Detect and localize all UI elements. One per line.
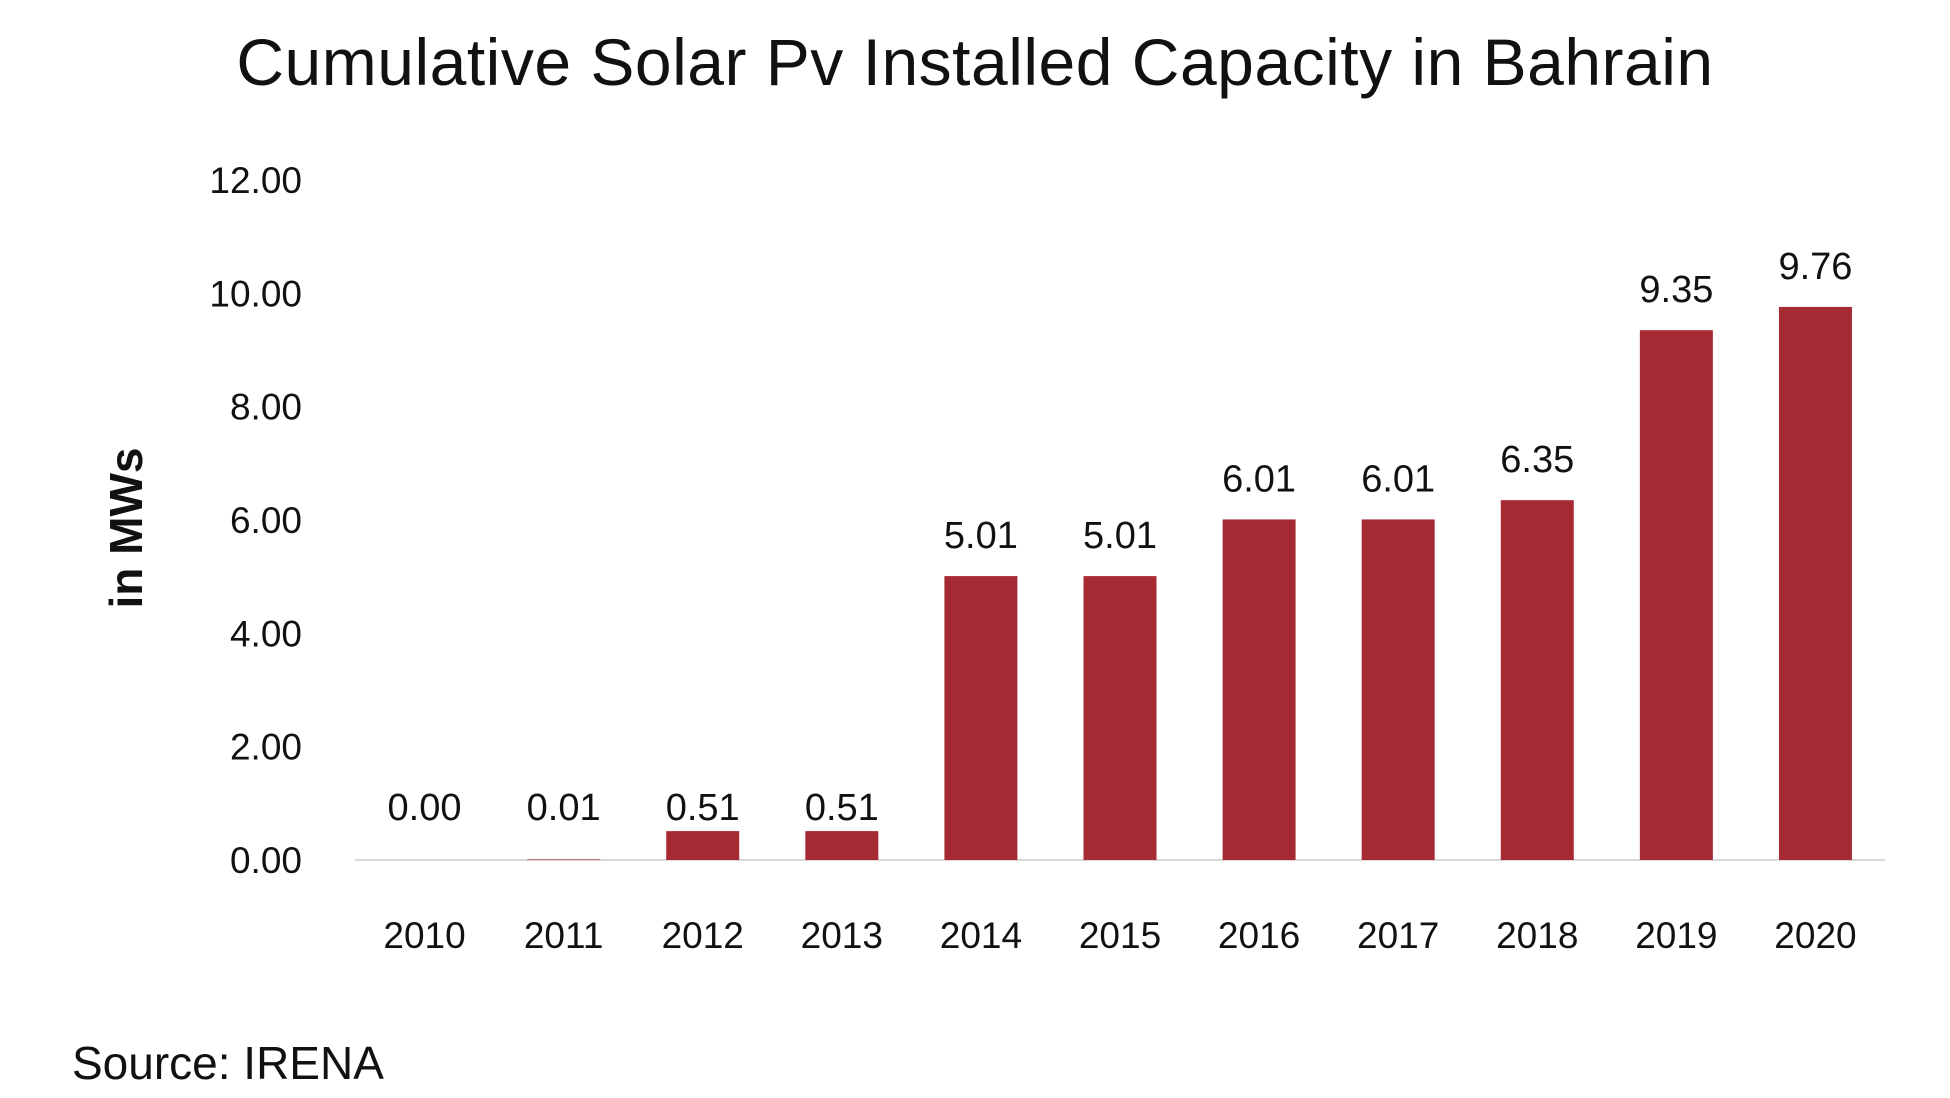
bar-2012 [666,831,740,860]
bar-2017 [1361,519,1435,860]
data-label-2016: 6.01 [1222,458,1296,500]
data-label-2010: 0.00 [388,787,462,829]
y-tick-label: 6.00 [230,500,302,541]
bar-2011 [527,859,601,860]
data-label-2014: 5.01 [944,515,1018,557]
data-labels-group: 0.00 0.01 0.51 0.51 5.01 5.01 6.01 6.01 6.35 9.35… [388,246,1853,829]
bar-2015 [1083,576,1157,860]
x-tick-label-2014: 2014 [940,915,1022,956]
bar-2020 [1778,306,1852,860]
y-tick-label: 12.00 [209,160,302,201]
source-note: Source: IRENA [72,1037,384,1089]
x-tick-label-2017: 2017 [1357,915,1439,956]
data-label-2019: 9.35 [1639,269,1713,311]
y-tick-label: 4.00 [230,613,302,654]
x-tick-label-2015: 2015 [1079,915,1161,956]
bar-2014 [944,576,1018,860]
x-tick-label-2016: 2016 [1218,915,1300,956]
bar-2019 [1639,330,1713,861]
y-axis-ticks: 0.00 2.00 4.00 6.00 8.00 10.00 12.00 [209,160,302,881]
x-tick-label-2010: 2010 [383,915,465,956]
data-label-2015: 5.01 [1083,515,1157,557]
y-axis-title: in MWs [100,448,152,609]
bar-2013 [805,831,879,860]
bars-group [527,306,1852,861]
bar-2016 [1222,519,1296,860]
bar-2018 [1500,500,1574,860]
x-axis-ticks: 2010 2011 2012 2013 2014 2015 2016 2017 2018 2019… [383,915,1856,956]
chart-title: Cumulative Solar Pv Installed Capacity i… [236,25,1714,99]
data-label-2020: 9.76 [1778,246,1852,288]
data-label-2018: 6.35 [1500,439,1574,481]
y-tick-label: 10.00 [209,273,302,314]
y-axis-title-group: in MWs [100,448,152,609]
y-tick-label: 8.00 [230,387,302,428]
data-label-2017: 6.01 [1361,458,1435,500]
x-tick-label-2013: 2013 [801,915,883,956]
x-tick-label-2019: 2019 [1635,915,1717,956]
y-tick-label: 0.00 [230,840,302,881]
x-tick-label-2012: 2012 [662,915,744,956]
x-tick-label-2018: 2018 [1496,915,1578,956]
data-label-2011: 0.01 [527,787,601,829]
data-label-2012: 0.51 [666,787,740,829]
x-tick-label-2020: 2020 [1774,915,1856,956]
x-tick-label-2011: 2011 [524,915,604,956]
data-label-2013: 0.51 [805,787,879,829]
y-tick-label: 2.00 [230,727,302,768]
